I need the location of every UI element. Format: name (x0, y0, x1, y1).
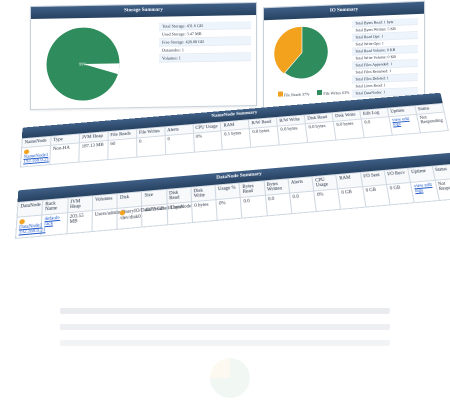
namenode-ram-cell: 0.1 bytes (221, 129, 251, 150)
namenode-rwread-cell: 0.0 bytes (249, 126, 279, 147)
datanode-iorecv-cell: 0 GB (387, 182, 415, 204)
namenode-alerts-cell: 0 (165, 133, 194, 154)
namenode-uptime-cell: view edit logs (389, 114, 420, 134)
datanode-jvm-cell: 203.55 MB (66, 211, 92, 234)
datanode-usage-cell: 0% (216, 197, 242, 219)
datanode-summary: DataNode Summary DataNode Rack Name JVM … (15, 153, 450, 239)
datanode-ram-cell: 0 GB (338, 187, 365, 209)
io-pie-chart (274, 24, 330, 82)
namenode-editlog-cell: 0.0 (361, 117, 392, 138)
namenode-type-cell: Non-HA (50, 143, 80, 164)
namenode-reads-cell: 60 (108, 138, 137, 159)
io-summary-panel: IO Summary File Reads 37% File Writes 63… (263, 1, 425, 110)
datanode-iosent-cell: 0 GB (362, 185, 390, 207)
col-status: Status (432, 164, 450, 180)
datanode-diskwrite-cell: 0 bytes (191, 200, 217, 223)
namenode-rwwrite-cell: 0.0 bytes (278, 124, 308, 145)
datanode-alerts-cell: 0.0 (290, 191, 317, 213)
io-legend: File Reads 37% File Writes 63% (278, 89, 349, 98)
datanode-byteswritten-cell: 0.0 (265, 193, 292, 215)
rack-link[interactable]: default-rack (44, 216, 60, 227)
io-details-list: Total Bytes Read: 1 byte Total Bytes Wri… (352, 18, 418, 98)
storage-pie-chart: 99% (45, 25, 121, 102)
disk-name: /dev/disk0 (120, 214, 141, 221)
io-legend-b: File Writes 63% (317, 89, 349, 96)
storage-summary-panel: Storage Summary 99% Used 3.71 MB Free 42… (30, 2, 257, 110)
storage-details-list: Total Storage: 431.6 GB Used Storage: 3.… (159, 21, 251, 63)
namenode-link[interactable]: NameNode1 192.168.0.21 (23, 153, 49, 164)
storage-summary-title: Storage Summary (31, 3, 256, 19)
datanode-volumes-cell: Users/admin/QueryIO/Data/Volume1/DataNod… (92, 208, 117, 231)
storage-volumes: Volumes: 1 (159, 53, 251, 63)
namenode-status-cell: Not Responding (417, 112, 449, 132)
namenode-diskwrite-cell: 0.0 bytes (333, 119, 364, 140)
view-edit-logs-link[interactable]: view edit logs (392, 117, 410, 127)
datanode-cpu-cell: 0% (314, 189, 341, 211)
io-legend-a: File Reads 37% (278, 90, 309, 97)
namenode-name-cell: NameNode1 192.168.0.21 (20, 145, 50, 166)
datanode-name-cell: DataNode1 192.168.0.21 (16, 215, 43, 238)
namenode-jvm-cell: 187.13 MB (79, 140, 108, 161)
svg-text:99%: 99% (79, 61, 88, 66)
datanode-bytesread-cell: 0.0 (241, 195, 267, 217)
namenode-cpu-cell: 0% (193, 131, 222, 152)
datanode-edit-logs-link[interactable]: view edit logs (414, 183, 433, 194)
tables-3d-wrapper: NameNode Summary NameNode Type JVM Heap … (0, 110, 450, 400)
namenode-writes-cell: 0 (136, 136, 165, 157)
datanode-size-cell: 430.9 GB (142, 204, 167, 227)
io-summary-title: IO Summary (264, 2, 424, 20)
namenode-diskread-cell: 0.0 bytes (306, 121, 337, 142)
